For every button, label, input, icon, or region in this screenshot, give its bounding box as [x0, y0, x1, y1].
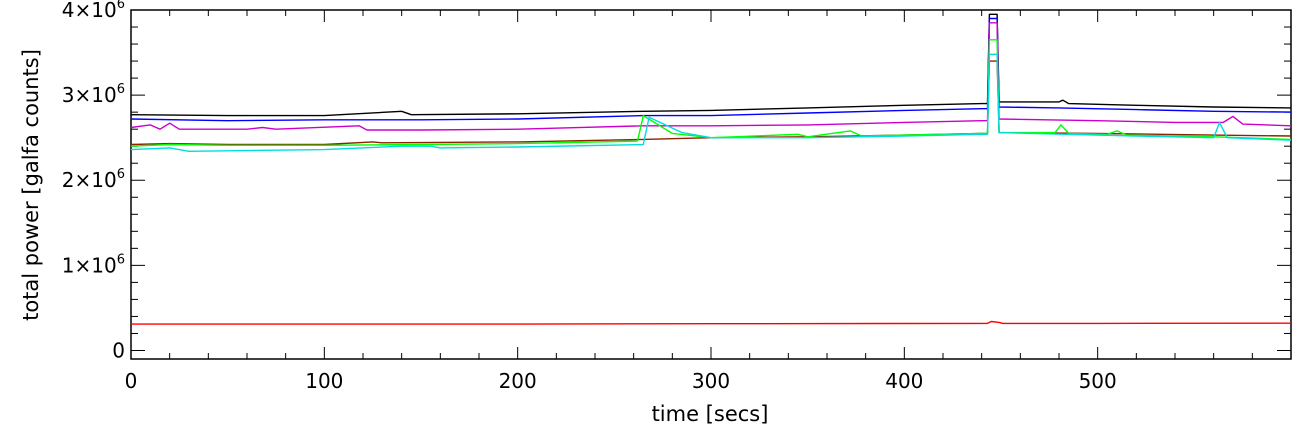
series-lines	[130, 13, 1292, 325]
y-axis-title: total power [galfa counts]	[19, 49, 43, 321]
x-axis-title: time [secs]	[652, 402, 769, 426]
axis-ticks	[130, 9, 1292, 359]
tick-labels: 0 100 200 300 400 500 0 1×106 2×106 3×106 4×106	[62, 0, 1117, 393]
x-tick-label: 500	[1079, 369, 1117, 393]
x-tick-label: 100	[305, 369, 343, 393]
series-line-3	[130, 22, 1292, 131]
y-tick-label: 1×106	[62, 252, 125, 277]
series-line-2	[130, 17, 1292, 122]
y-tick-label: 3×106	[62, 82, 125, 107]
x-tick-label: 0	[125, 369, 138, 393]
y-tick-label: 2×106	[62, 167, 125, 192]
x-tick-label: 300	[692, 369, 730, 393]
plot-frame	[130, 9, 1292, 360]
series-line-6	[130, 53, 1292, 153]
x-tick-label: 200	[499, 369, 537, 393]
series-line-1	[130, 13, 1292, 117]
y-tick-label: 0	[112, 338, 125, 362]
x-tick-label: 400	[885, 369, 923, 393]
series-line-4	[130, 60, 1292, 146]
series-line-5	[130, 39, 1292, 147]
series-line-7	[131, 320, 1292, 325]
y-tick-label: 4×106	[62, 0, 125, 22]
